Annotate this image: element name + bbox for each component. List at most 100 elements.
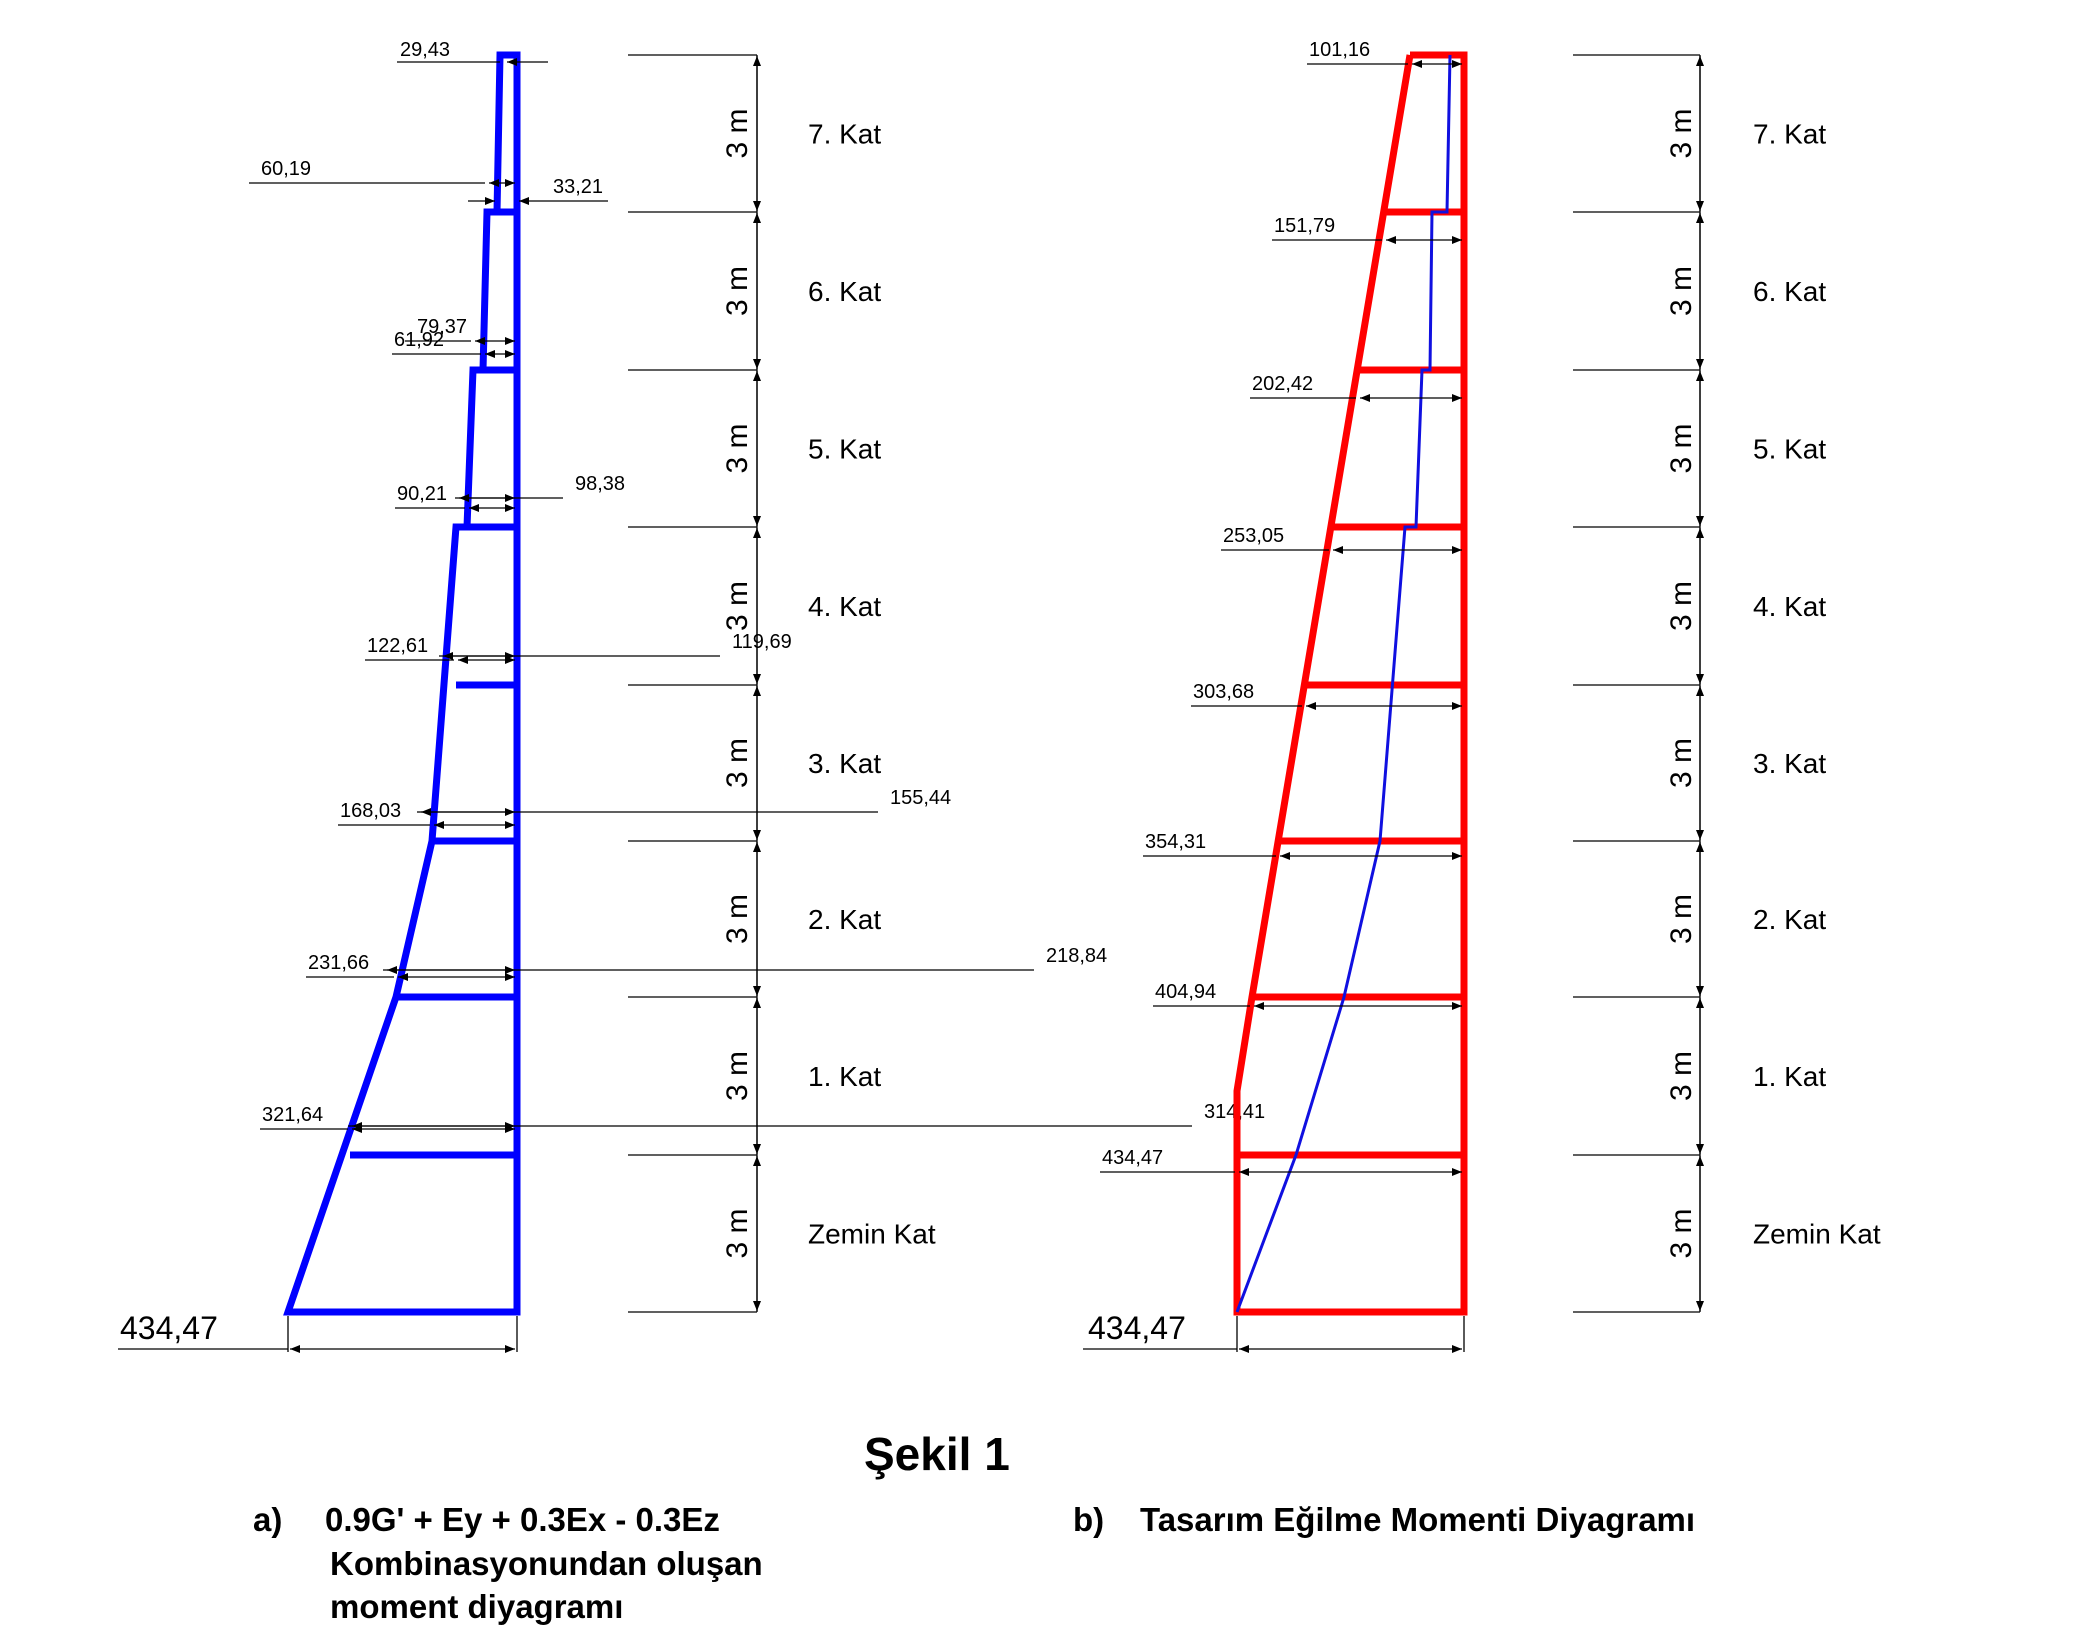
panel-b-design-moment-diagram: 101,16 151,79 202,42 253,05 303,68 354,31 404,… [1083,39,1881,1353]
panel-a-storey-dimension: 3 m 3 m 3 m 3 m 3 m 3 m 3 m 3 m 7. Kat 6. Kat 5. … [628,54,936,1313]
panel-a-storey-label: 1. Kat [808,1061,881,1092]
panel-a-storey-height: 3 m [721,108,754,158]
panel-b-storey-lines [1237,208,1464,1159]
panel-b-storey-height: 3 m [1665,108,1698,158]
panel-a-caption-line-2: Kombinasyonundan oluşan [330,1545,763,1582]
panel-a-storey-label: 2. Kat [808,904,881,935]
panel-a-storey-height: 3 m [721,581,754,631]
panel-a-storey-label: Zemin Kat [808,1219,936,1250]
panel-a-outer-value-dim: 218,84 [383,945,1107,974]
panel-b-level-value: 303,68 [1193,681,1254,703]
panel-b-storey-height: 3 m [1665,266,1698,316]
panel-a-storey-height: 3 m [721,1208,754,1258]
panel-a-caption: a) 0.9G' + Ey + 0.3Ex - 0.3Ez Kombinasyo… [253,1501,763,1625]
panel-b-storey-label: 7. Kat [1753,119,1826,150]
panel-a-storey-label: 6. Kat [808,276,881,307]
panel-b-level-value: 101,16 [1309,39,1370,61]
panel-a-storey-label: 4. Kat [808,591,881,622]
panel-b-storey-label: Zemin Kat [1753,1219,1881,1250]
panel-a-top-value: 29,43 [400,39,450,61]
panel-b-caption-label: b) [1073,1501,1104,1538]
panel-a-combination-moment-diagram: 29,43 33,21 60,19 79,37 98,38 119,69 155,44 2… [118,39,1265,1353]
panel-b-level-value-dim: 404,94 [1153,981,1462,1010]
panel-b-level-value-dim: 434,47 [1100,1147,1462,1176]
panel-b-level-value: 354,31 [1145,831,1206,853]
panel-b-storey-height: 3 m [1665,581,1698,631]
panel-b-level-value-dim: 151,79 [1272,215,1462,244]
panel-a-inner-values: 61,92 90,21 122,61 168,03 231,66 321,64 [260,329,515,1133]
panel-a-outer-values: 60,19 79,37 98,38 119,69 155,44 218,84 314,41 [249,158,1265,1130]
panel-a-base-value: 434,47 [120,1310,218,1346]
panel-b-level-value-dim: 101,16 [1307,39,1462,68]
panel-a-storey-height: 3 m [721,423,754,473]
figure-title: Şekil 1 [864,1428,1010,1480]
panel-a-right-value: 33,21 [553,176,603,198]
panel-b-storey-height: 3 m [1665,894,1698,944]
panel-a-outer-value: 60,19 [261,158,311,180]
panel-a-inner-value-dim: 122,61 [365,635,515,664]
panel-a-outer-value: 155,44 [890,787,951,809]
panel-a-outer-value-dim: 79,37 [405,316,515,345]
panel-a-inner-value: 231,66 [308,952,369,974]
panel-b-level-value-dim: 202,42 [1250,373,1462,402]
panel-a-storey-label: 7. Kat [808,119,881,150]
panel-b-base-dim: 434,47 [1083,1310,1465,1353]
panel-b-level-value: 253,05 [1223,525,1284,547]
panel-b-level-value: 434,47 [1102,1147,1163,1169]
panel-a-inner-value-dim: 61,92 [392,329,515,358]
panel-b-storey-label: 3. Kat [1753,748,1826,779]
panel-a-storey-label: 5. Kat [808,434,881,465]
panel-a-caption-line-3: moment diyagramı [330,1588,623,1625]
panel-b-storey-height: 3 m [1665,1051,1698,1101]
panel-a-storey-height: 3 m [721,266,754,316]
panel-b-storey-label: 5. Kat [1753,434,1826,465]
panel-b-level-value: 202,42 [1252,373,1313,395]
panel-b-storey-label: 2. Kat [1753,904,1826,935]
panel-b-storey-height: 3 m [1665,1208,1698,1258]
panel-a-outer-value: 218,84 [1046,945,1107,967]
panel-a-inner-value-dim: 321,64 [260,1104,515,1133]
panel-a-outer-value: 98,38 [575,473,625,495]
panel-a-inner-value: 168,03 [340,800,401,822]
panel-a-moment-outline [283,51,521,1316]
panel-a-top-value-dim: 29,43 [397,39,548,66]
panel-b-level-value-dim: 253,05 [1221,525,1462,554]
panel-a-storey-lines [350,208,517,1159]
panel-a-inner-value-dim: 168,03 [338,800,515,829]
panel-a-outer-value-dim: 119,69 [439,631,792,660]
panel-a-outer-value-dim: 60,19 [249,158,515,187]
panel-a-base-dim: 434,47 [118,1310,518,1353]
panel-a-outer-value-dim: 314,41 [348,1101,1265,1130]
panel-b-original-moment-line [1235,54,1452,1313]
panel-a-outer-value-dim: 155,44 [417,787,951,816]
panel-a-caption-label: a) [253,1501,282,1538]
panel-a-inner-value: 90,21 [397,483,447,505]
panel-b-storey-label: 6. Kat [1753,276,1826,307]
panel-b-storey-dimension: 3 m 3 m 3 m 3 m 3 m 3 m 3 m 3 m 7. Kat 6. Kat 5. … [1573,54,1881,1313]
panel-b-caption: b) Tasarım Eğilme Momenti Diyagramı [1073,1501,1695,1538]
panel-a-inner-value: 122,61 [367,635,428,657]
panel-a-storey-height: 3 m [721,1051,754,1101]
panel-a-caption-line-1: 0.9G' + Ey + 0.3Ex - 0.3Ez [325,1501,720,1538]
panel-b-level-value-dim: 354,31 [1143,831,1462,860]
panel-a-storey-height: 3 m [721,894,754,944]
panel-b-base-value: 434,47 [1088,1310,1186,1346]
panel-b-storey-label: 4. Kat [1753,591,1826,622]
panel-b-level-value: 404,94 [1155,981,1216,1003]
panel-a-storey-height: 3 m [721,738,754,788]
panel-b-storey-label: 1. Kat [1753,1061,1826,1092]
panel-a-inner-value-dim: 231,66 [306,952,515,981]
panel-a-right-value-dim: 33,21 [468,176,608,205]
panel-b-storey-height: 3 m [1665,738,1698,788]
panel-b-level-value: 151,79 [1274,215,1335,237]
panel-a-inner-value: 61,92 [394,329,444,351]
panel-a-outer-value: 79,37 [417,316,467,338]
panel-a-outer-value-dim: 98,38 [455,473,625,502]
panel-b-level-values: 101,16 151,79 202,42 253,05 303,68 354,31 404,… [1100,39,1462,1176]
panel-a-inner-value: 321,64 [262,1104,323,1126]
panel-b-level-value-dim: 303,68 [1191,681,1462,710]
panel-a-inner-value-dim: 90,21 [395,483,515,512]
panel-a-outer-value: 119,69 [732,631,792,653]
panel-b-caption-text: Tasarım Eğilme Momenti Diyagramı [1140,1501,1695,1538]
